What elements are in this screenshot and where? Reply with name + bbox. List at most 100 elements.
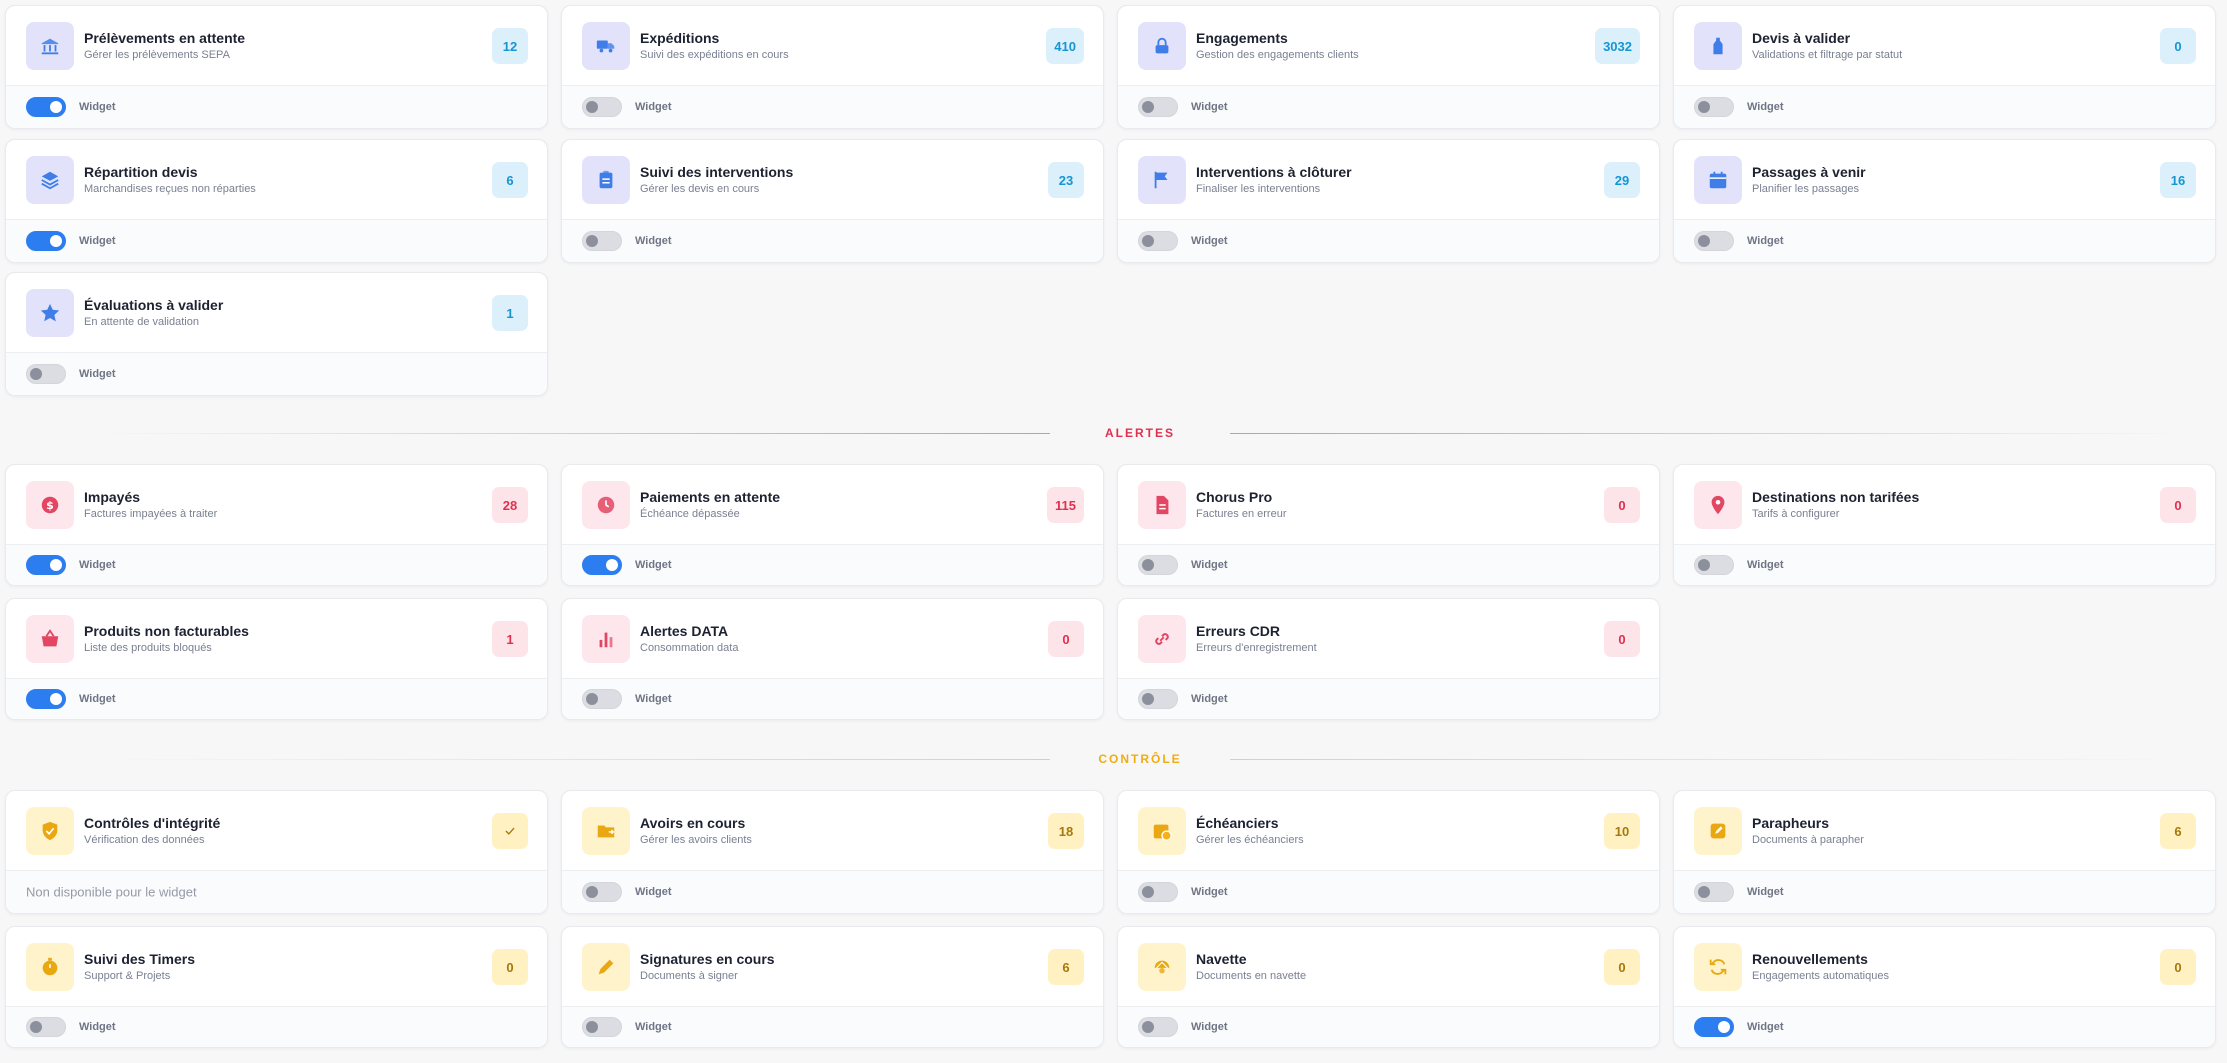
card-footer: Widget <box>6 1007 547 1047</box>
card-footer: Widget <box>562 871 1103 913</box>
widget-toggle[interactable] <box>1138 1017 1178 1037</box>
widget-toggle[interactable] <box>1694 231 1734 251</box>
card-footer: Widget <box>1674 545 2215 585</box>
pin-icon <box>1694 481 1742 529</box>
stat-card[interactable]: Suivi des interventions Gérer les devis e… <box>561 139 1104 263</box>
widget-toggle[interactable] <box>1138 97 1178 117</box>
card-title: Impayés <box>84 489 141 505</box>
stat-card[interactable]: Échéanciers Gérer les échéanciers 10 Widget <box>1117 790 1660 914</box>
stat-card[interactable]: Évaluations à valider En attente de valid… <box>5 272 548 396</box>
widget-toggle[interactable] <box>26 231 66 251</box>
stat-card[interactable]: Navette Documents en navette 0 Widget <box>1117 926 1660 1048</box>
count-badge: 0 <box>1604 621 1640 657</box>
stat-card[interactable]: Suivi des Timers Support & Projets 0 Widget <box>5 926 548 1048</box>
card-header: Paiements en attente Échéance dépassée 115 <box>562 465 1103 545</box>
card-header: Erreurs CDR Erreurs d'enregistrement 0 <box>1118 599 1659 679</box>
calendar-icon <box>1694 156 1742 204</box>
widget-toggle[interactable] <box>26 555 66 575</box>
stat-card[interactable]: Destinations non tarifées Tarifs à config… <box>1673 464 2216 586</box>
widget-toggle[interactable] <box>1138 689 1178 709</box>
stat-card[interactable]: Contrôles d'intégrité Vérification des do… <box>5 790 548 914</box>
card-footer: Widget <box>6 86 547 128</box>
card-footer: Widget <box>1118 1007 1659 1047</box>
stat-card[interactable]: Chorus Pro Factures en erreur 0 Widget <box>1117 464 1660 586</box>
stat-card[interactable]: Répartition devis Marchandises reçues non… <box>5 139 548 263</box>
stat-card[interactable]: Erreurs CDR Erreurs d'enregistrement 0 Widg… <box>1117 598 1660 720</box>
toggle-knob <box>586 886 598 898</box>
svg-text:$: $ <box>46 499 54 512</box>
shield-check-icon <box>26 807 74 855</box>
card-header: Suivi des interventions Gérer les devis e… <box>562 140 1103 220</box>
card-footer: Widget <box>562 220 1103 262</box>
widget-toggle[interactable] <box>1694 97 1734 117</box>
basket-icon <box>26 615 74 663</box>
card-subtitle: Liste des produits bloqués <box>84 642 212 654</box>
stat-card[interactable]: Paiements en attente Échéance dépassée 115… <box>561 464 1104 586</box>
card-subtitle: Documents en navette <box>1196 970 1307 982</box>
stat-card[interactable]: Expéditions Suivi des expéditions en cour… <box>561 5 1104 129</box>
card-title: Signatures en cours <box>640 951 775 967</box>
stat-card[interactable]: Interventions à clôturer Finaliser les in… <box>1117 139 1660 263</box>
stat-card[interactable]: Devis à valider Validations et filtrage p… <box>1673 5 2216 129</box>
stat-card[interactable]: Signatures en cours Documents à signer 6 Wi… <box>561 926 1104 1048</box>
widget-toggle[interactable] <box>1694 555 1734 575</box>
toggle-knob <box>606 559 618 571</box>
card-title: Passages à venir <box>1752 164 1866 180</box>
divider-line <box>90 759 1050 760</box>
stat-card[interactable]: Engagements Gestion des engagements clien… <box>1117 5 1660 129</box>
dollar-icon: $ <box>26 481 74 529</box>
pen-square-icon <box>1694 807 1742 855</box>
card-header: Destinations non tarifées Tarifs à config… <box>1674 465 2215 545</box>
card-title: Avoirs en cours <box>640 815 746 831</box>
widget-toggle[interactable] <box>26 364 66 384</box>
card-subtitle: En attente de validation <box>84 316 199 328</box>
count-badge: 0 <box>1604 949 1640 985</box>
toggle-knob <box>1698 235 1710 247</box>
widget-toggle[interactable] <box>582 1017 622 1037</box>
flag-icon <box>1138 156 1186 204</box>
widget-toggle[interactable] <box>582 97 622 117</box>
card-title: Évaluations à valider <box>84 297 224 313</box>
widget-label: Widget <box>1747 559 1784 571</box>
widget-toggle[interactable] <box>582 231 622 251</box>
widget-toggle[interactable] <box>1138 555 1178 575</box>
widget-toggle[interactable] <box>1138 882 1178 902</box>
stat-card[interactable]: Avoirs en cours Gérer les avoirs clients 1… <box>561 790 1104 914</box>
widget-toggle[interactable] <box>1694 1017 1734 1037</box>
stat-card[interactable]: $ Impayés Factures impayées à traiter 28 Wid… <box>5 464 548 586</box>
widget-toggle[interactable] <box>26 689 66 709</box>
widget-toggle[interactable] <box>26 1017 66 1037</box>
count-badge: 0 <box>2160 28 2196 64</box>
widget-toggle[interactable] <box>26 97 66 117</box>
toggle-knob <box>586 101 598 113</box>
stat-card[interactable]: Prélèvements en attente Gérer les prélève… <box>5 5 548 129</box>
card-footer: Widget <box>562 679 1103 719</box>
card-title: Engagements <box>1196 30 1288 46</box>
count-badge: 6 <box>492 162 528 198</box>
widget-toggle[interactable] <box>1138 231 1178 251</box>
card-footer: Widget <box>6 545 547 585</box>
stat-card[interactable]: Alertes DATA Consommation data 0 Widget <box>561 598 1104 720</box>
count-badge: 23 <box>1048 162 1084 198</box>
widget-label: Widget <box>1191 1021 1228 1033</box>
card-title: Contrôles d'intégrité <box>84 815 221 831</box>
widget-toggle[interactable] <box>582 882 622 902</box>
count-badge: 28 <box>492 487 528 523</box>
card-subtitle: Engagements automatiques <box>1752 970 1889 982</box>
widget-unavailable-text: Non disponible pour le widget <box>26 884 197 900</box>
widget-toggle[interactable] <box>582 555 622 575</box>
card-subtitle: Validations et filtrage par statut <box>1752 49 1903 61</box>
card-header: $ Impayés Factures impayées à traiter 28 <box>6 465 547 545</box>
stat-card[interactable]: Renouvellements Engagements automatiques 0… <box>1673 926 2216 1048</box>
card-subtitle: Factures impayées à traiter <box>84 508 218 520</box>
widget-label: Widget <box>1191 235 1228 247</box>
widget-toggle[interactable] <box>1694 882 1734 902</box>
stat-card[interactable]: Parapheurs Documents à parapher 6 Widget <box>1673 790 2216 914</box>
clipboard-icon <box>582 156 630 204</box>
stat-card[interactable]: Produits non facturables Liste des produi… <box>5 598 548 720</box>
card-header: Prélèvements en attente Gérer les prélève… <box>6 6 547 86</box>
widget-label: Widget <box>635 1021 672 1033</box>
stat-card[interactable]: Passages à venir Planifier les passages 16… <box>1673 139 2216 263</box>
widget-label: Widget <box>1747 235 1784 247</box>
widget-toggle[interactable] <box>582 689 622 709</box>
